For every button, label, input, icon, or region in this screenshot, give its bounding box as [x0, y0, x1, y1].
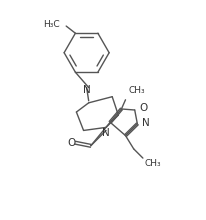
Text: H₃C: H₃C — [43, 20, 60, 29]
Text: N: N — [83, 84, 90, 95]
Text: O: O — [68, 138, 76, 148]
Text: N: N — [142, 118, 150, 128]
Text: CH₃: CH₃ — [129, 86, 145, 95]
Text: N: N — [102, 128, 110, 138]
Text: CH₃: CH₃ — [145, 159, 161, 168]
Text: O: O — [139, 103, 147, 113]
